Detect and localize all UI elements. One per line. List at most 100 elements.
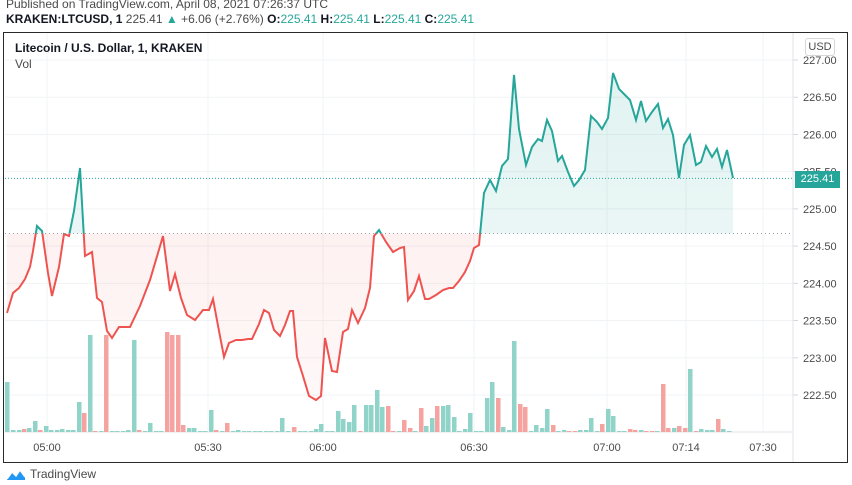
volume-bar	[441, 406, 446, 432]
volume-bar	[154, 431, 159, 432]
volume-bar	[314, 429, 319, 432]
volume-bar	[391, 431, 396, 432]
volume-bar	[468, 413, 473, 432]
volume-bar	[705, 430, 710, 432]
volume-bar	[176, 335, 181, 432]
volume-bar	[644, 431, 649, 432]
volume-bar	[110, 431, 115, 432]
currency-button[interactable]: USD	[805, 38, 835, 56]
chart-legend: Litecoin / U.S. Dollar, 1, KRAKEN Vol	[15, 41, 202, 71]
volume-bar	[298, 431, 303, 432]
volume-bar	[369, 405, 374, 432]
volume-bar	[490, 382, 495, 432]
volume-bar	[209, 410, 214, 432]
volume-bar	[408, 428, 413, 432]
volume-bar	[589, 418, 594, 432]
low-value: 225.41	[384, 12, 422, 26]
volume-bar	[258, 431, 263, 432]
volume-bar	[38, 430, 43, 432]
volume-bar	[220, 431, 225, 432]
volume-bar	[269, 431, 274, 432]
volume-bar	[584, 430, 589, 432]
time-axis-label: 07:30	[749, 442, 777, 454]
volume-bar	[545, 409, 550, 432]
volume-bar	[457, 431, 462, 432]
volume-bar	[694, 431, 699, 432]
high-value: 225.41	[333, 12, 370, 26]
change-value: +6.06 (+2.76%)	[181, 12, 264, 26]
volume-bar	[242, 431, 247, 432]
volume-bar	[347, 422, 352, 432]
volume-bar	[336, 411, 341, 432]
volume-bar	[446, 405, 451, 432]
volume-bar	[352, 405, 357, 432]
volume-bar	[253, 431, 258, 432]
volume-bar	[727, 431, 732, 432]
volume-bar	[99, 431, 104, 432]
volume-bar	[225, 423, 230, 432]
volume-bar	[17, 430, 22, 432]
volume-bar	[165, 332, 170, 432]
volume-bar	[137, 430, 142, 432]
volume-bar	[247, 431, 252, 432]
volume-bar	[512, 341, 517, 432]
time-axis-label: 06:00	[309, 442, 337, 454]
volume-bar	[721, 429, 726, 432]
price-axis-label: 224.00	[803, 278, 837, 290]
volume-bar	[633, 430, 638, 432]
price-axis-label: 224.50	[803, 241, 837, 253]
time-axis-label: 07:00	[593, 442, 621, 454]
price-line-up	[34, 72, 734, 234]
last-price: 225.41	[125, 12, 163, 26]
volume-bar	[551, 425, 556, 432]
tradingview-logo-icon	[6, 468, 26, 480]
volume-bar	[132, 340, 137, 432]
volume-bar	[677, 426, 682, 432]
volume-bar	[479, 431, 484, 432]
low-label: L:	[373, 12, 385, 26]
chart-title: Litecoin / U.S. Dollar, 1, KRAKEN	[15, 41, 203, 55]
volume-bar	[121, 431, 126, 432]
volume-bar	[11, 430, 16, 432]
tradingview-logo[interactable]: TradingView	[6, 467, 96, 481]
volume-bar	[523, 407, 528, 432]
volume-bar	[203, 431, 208, 432]
volume-bar	[341, 419, 346, 432]
time-axis-label: 05:00	[33, 442, 61, 454]
volume-bar	[231, 431, 236, 432]
price-axis-label: 223.00	[803, 353, 837, 365]
brand-name: TradingView	[30, 467, 97, 481]
volume-bar	[187, 428, 192, 432]
volume-bar	[507, 430, 512, 432]
volume-bar	[60, 429, 65, 432]
volume-bar	[562, 430, 567, 432]
volume-bar	[716, 419, 721, 432]
volume-bar	[529, 431, 534, 432]
volume-bar	[214, 430, 219, 432]
volume-bar	[303, 431, 308, 432]
volume-bar	[424, 426, 429, 432]
time-axis-label: 05:30	[194, 442, 222, 454]
time-axis-label: 06:30	[460, 442, 488, 454]
volume-bar	[319, 424, 324, 432]
volume-bar	[170, 335, 175, 432]
volume-bar	[567, 431, 572, 432]
price-axis-label: 225.00	[803, 204, 837, 216]
volume-bar	[104, 335, 109, 432]
volume-bar	[501, 427, 506, 432]
volume-bar	[148, 423, 153, 432]
volume-label: Vol	[15, 57, 32, 71]
volume-bar	[280, 418, 285, 432]
volume-bar	[606, 409, 611, 432]
price-axis-label: 222.50	[803, 390, 837, 402]
volume-bar	[33, 421, 38, 432]
volume-bar	[77, 402, 82, 432]
price-axis-label: 226.50	[803, 92, 837, 104]
volume-bar	[661, 384, 666, 432]
volume-bar	[556, 431, 561, 432]
volume-bar	[292, 427, 297, 432]
volume-bar	[666, 428, 671, 432]
volume-bar	[710, 430, 715, 432]
volume-bar	[595, 431, 600, 432]
